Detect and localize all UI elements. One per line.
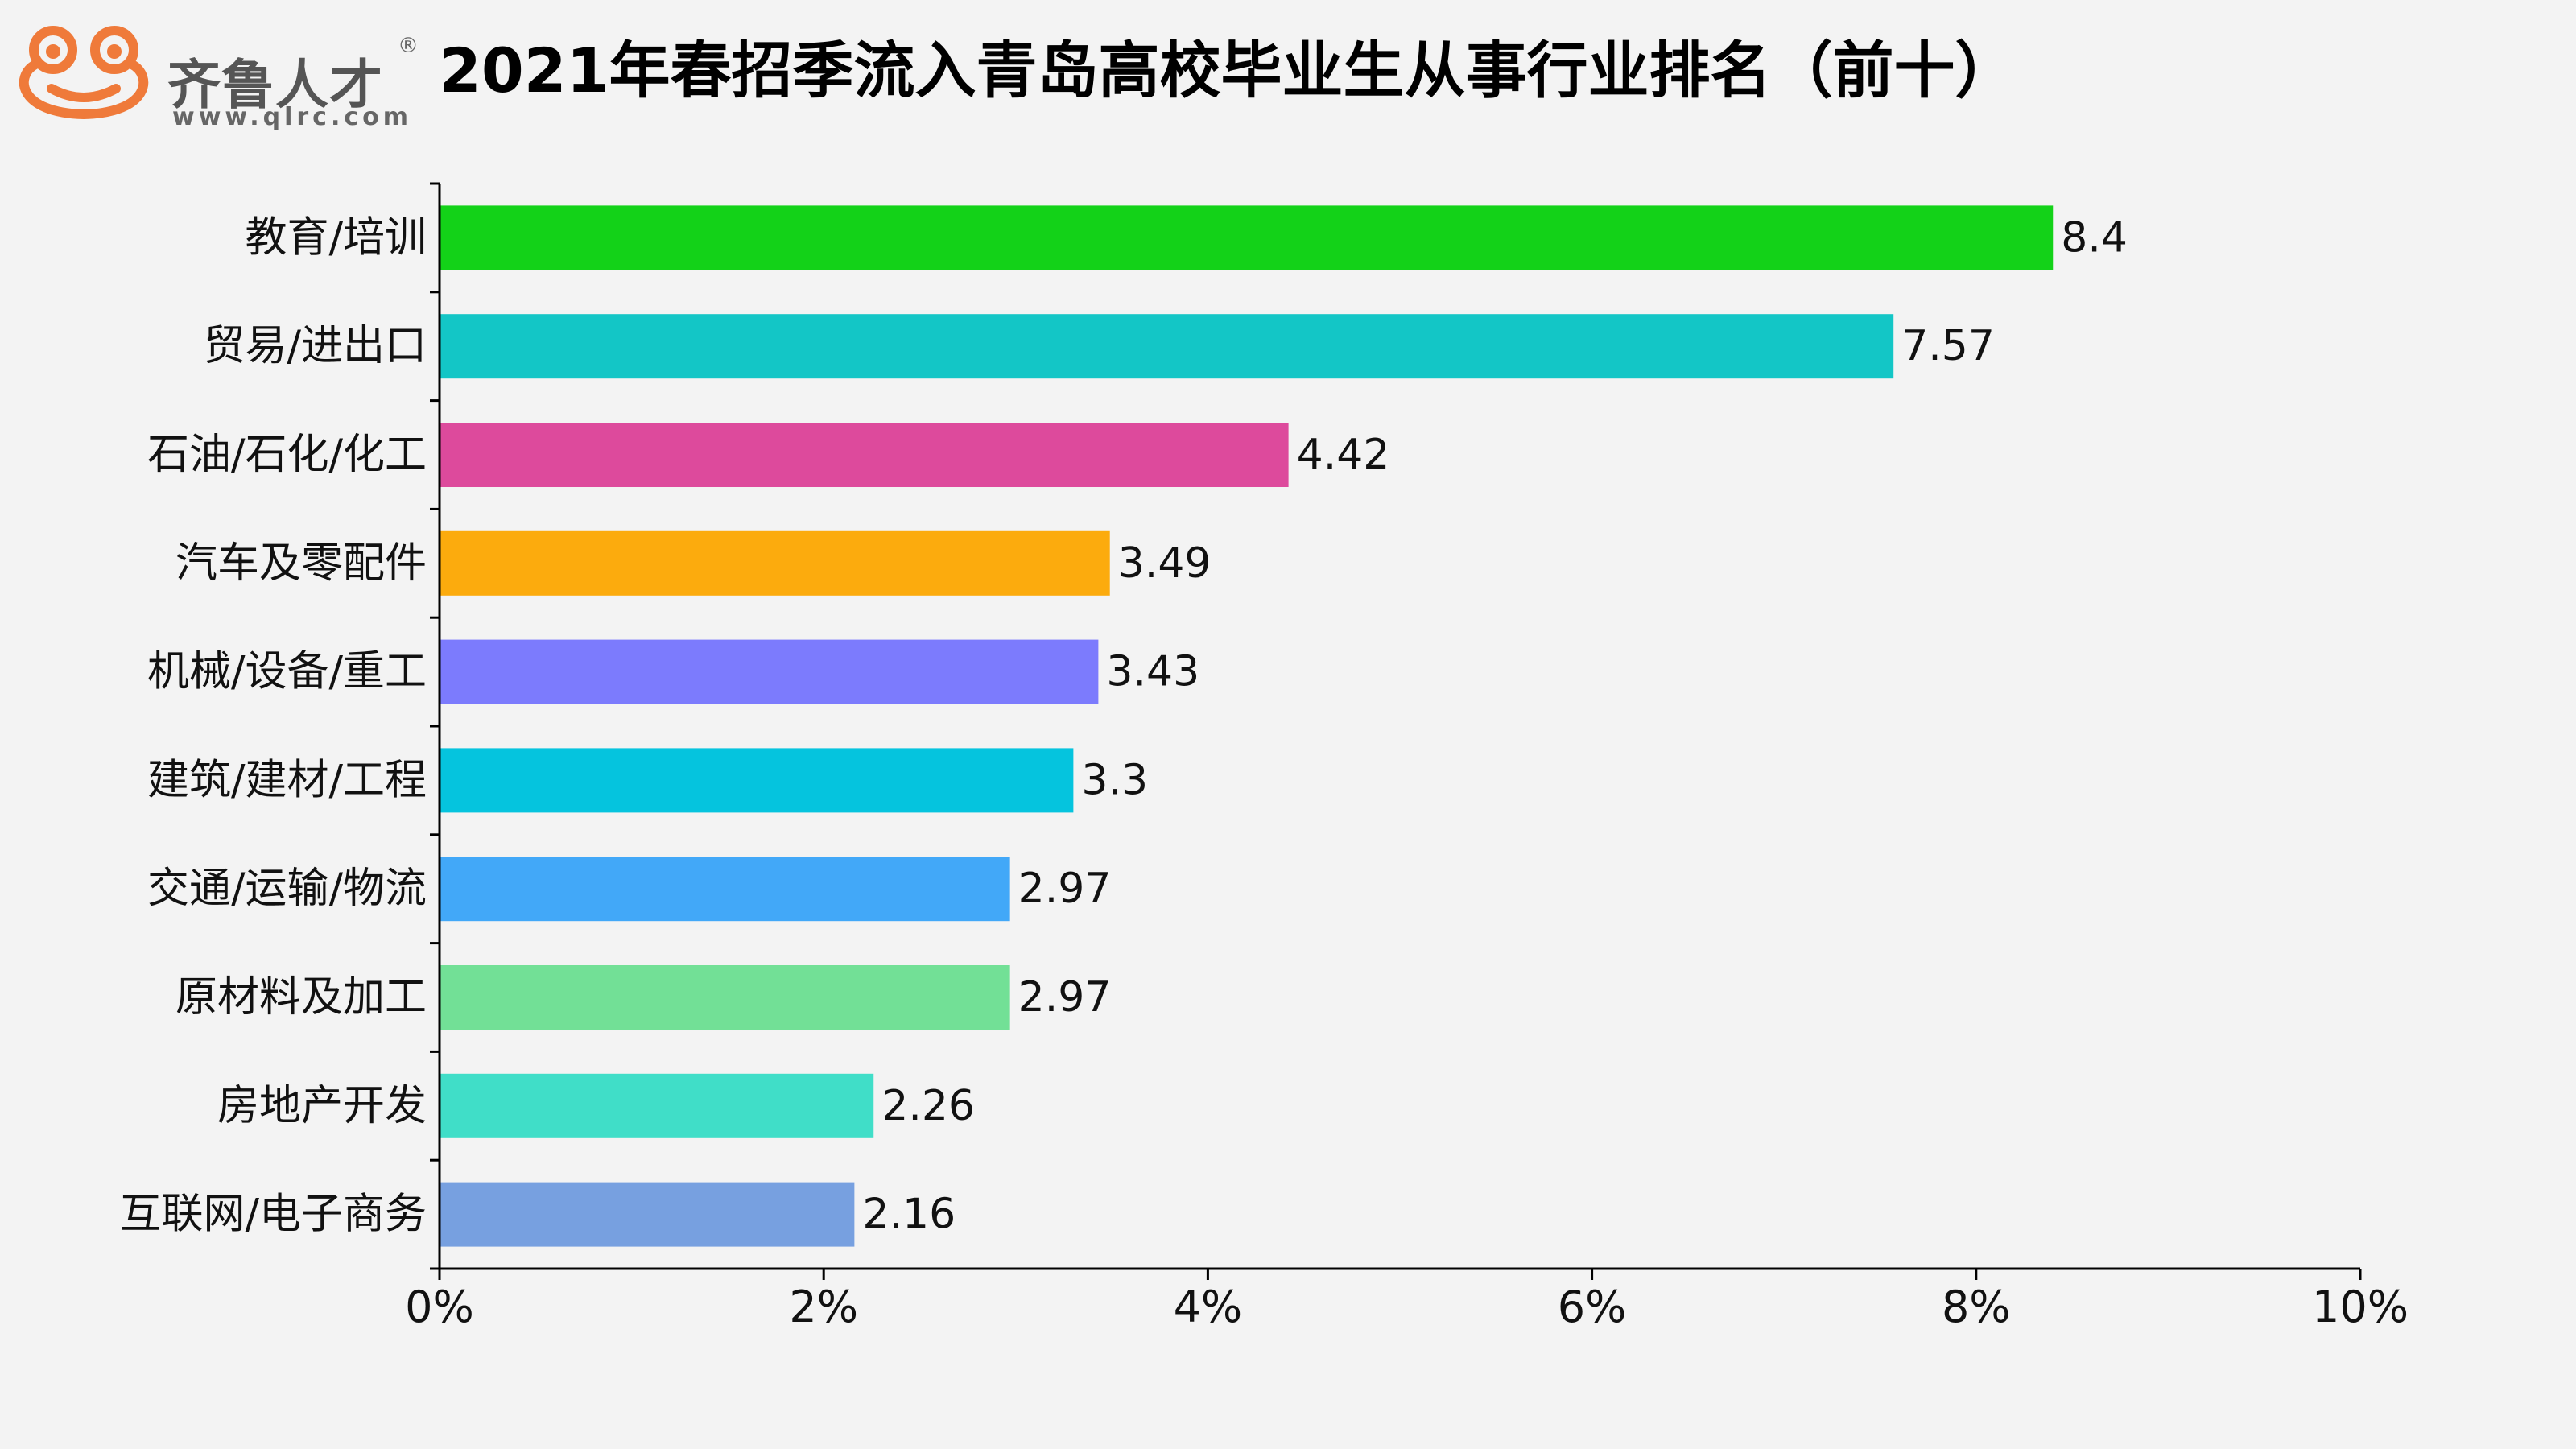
category-label-1: 教育/培训 <box>245 213 427 262</box>
value-label-5: 3.43 <box>1106 648 1199 696</box>
x-tick-label-3: 6% <box>1558 1282 1627 1332</box>
bar-6 <box>440 748 1074 813</box>
category-label-5: 机械/设备/重工 <box>147 648 427 696</box>
bar-8 <box>440 965 1010 1030</box>
axes-layer <box>430 182 2362 1280</box>
category-label-10: 互联网/电子商务 <box>119 1191 427 1239</box>
frog-logo-icon <box>19 26 149 120</box>
x-tick-label-1: 2% <box>789 1282 858 1332</box>
bar-4 <box>440 530 1110 596</box>
value-label-2: 7.57 <box>1901 322 1995 370</box>
chart-title: 2021年春招季流入青岛高校毕业生从事行业排名（前十） <box>439 35 2017 106</box>
value-label-7: 2.97 <box>1018 865 1112 913</box>
category-label-3: 石油/石化/化工 <box>147 431 427 479</box>
logo-url: www.qlrc.com <box>172 103 413 131</box>
bar-3 <box>440 423 1289 487</box>
x-tick-label-2: 4% <box>1174 1282 1243 1332</box>
bar-1 <box>440 205 2054 270</box>
bar-2 <box>440 314 1894 379</box>
value-label-6: 3.3 <box>1081 756 1148 804</box>
brand-logo: 齐鲁人才 www.qlrc.com ® <box>11 18 419 131</box>
category-label-9: 房地产开发 <box>217 1082 427 1130</box>
value-label-8: 2.97 <box>1018 973 1112 1022</box>
category-label-6: 建筑/建材/工程 <box>147 756 427 804</box>
bar-7 <box>440 857 1010 922</box>
x-tick-label-5: 10% <box>2312 1282 2409 1332</box>
category-label-4: 汽车及零配件 <box>175 539 427 588</box>
x-tick-label-4: 8% <box>1942 1282 2011 1332</box>
labels-layer: 教育/培训 8.4 贸易/进出口 7.57 石油/石化/化工 4.42 汽车及零配件 3.49… <box>119 213 2409 1332</box>
value-label-1: 8.4 <box>2061 213 2128 262</box>
bar-5 <box>440 639 1099 704</box>
value-label-9: 2.26 <box>881 1082 975 1130</box>
value-label-4: 3.49 <box>1118 539 1212 588</box>
registered-mark: ® <box>398 34 419 58</box>
bars-layer <box>440 205 2054 1247</box>
logo-name: 齐鲁人才 <box>167 54 383 116</box>
category-label-7: 交通/运输/物流 <box>147 865 427 913</box>
value-label-10: 2.16 <box>862 1191 956 1239</box>
category-label-8: 原材料及加工 <box>175 973 427 1022</box>
bar-10 <box>440 1182 855 1247</box>
category-label-2: 贸易/进出口 <box>203 322 427 370</box>
x-tick-label-0: 0% <box>405 1282 474 1332</box>
value-label-3: 4.42 <box>1297 431 1390 479</box>
bar-9 <box>440 1073 874 1138</box>
